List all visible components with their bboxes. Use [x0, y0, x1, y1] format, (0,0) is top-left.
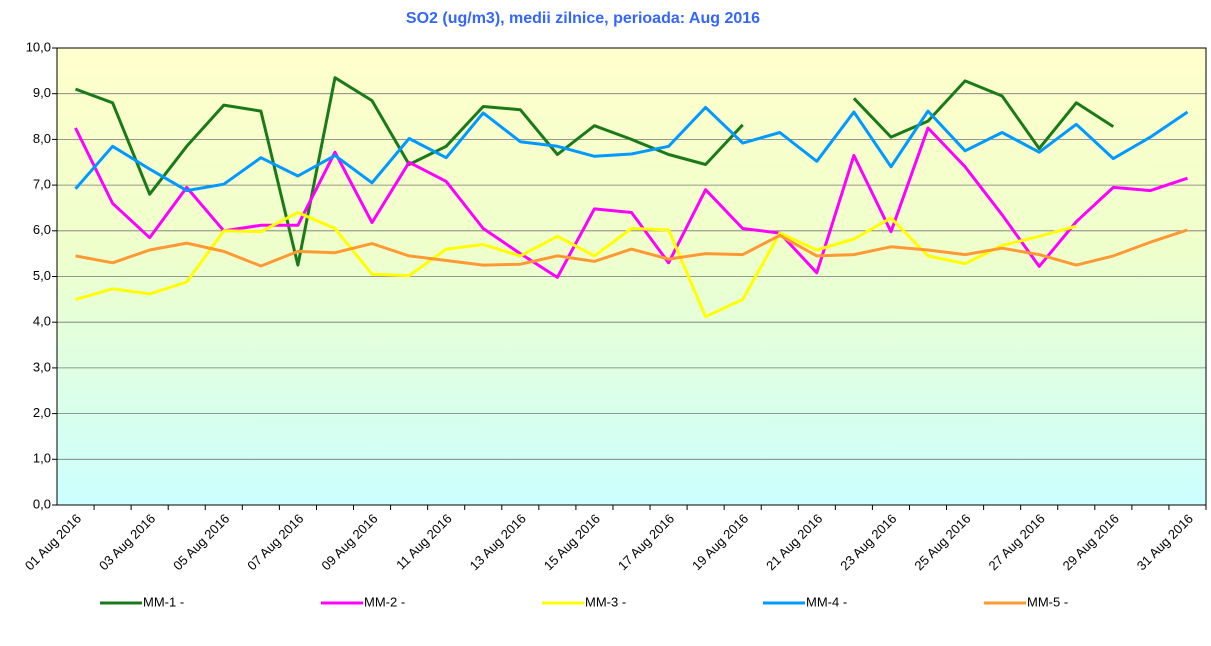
x-tick-label: 25 Aug 2016	[911, 511, 973, 573]
series-line	[75, 228, 1188, 268]
y-tick-label: 8,0	[33, 131, 51, 146]
x-tick-label: 11 Aug 2016	[393, 511, 455, 573]
legend-label: MM-3 -	[585, 594, 626, 609]
legend-label: MM-5 -	[1027, 594, 1068, 609]
y-tick-label: 1,0	[33, 451, 51, 466]
x-tick-label: 29 Aug 2016	[1060, 511, 1122, 573]
x-tick-label: 05 Aug 2016	[170, 511, 232, 573]
x-tick-label: 03 Aug 2016	[96, 511, 158, 573]
x-tick-label: 01 Aug 2016	[22, 511, 84, 573]
x-tick-label: 13 Aug 2016	[467, 511, 529, 573]
x-tick-label: 21 Aug 2016	[763, 511, 825, 573]
chart-title: SO2 (ug/m3), medii zilnice, perioada: Au…	[406, 10, 760, 27]
x-tick-label: 17 Aug 2016	[615, 511, 677, 573]
legend-label: MM-1 -	[143, 594, 184, 609]
y-tick-label: 2,0	[33, 405, 51, 420]
legend-label: MM-4 -	[806, 594, 847, 609]
plot-border	[56, 47, 1207, 506]
x-tick-label: 27 Aug 2016	[986, 511, 1048, 573]
series-line	[75, 211, 1077, 319]
series-line	[74, 126, 1188, 279]
x-tick-label: 07 Aug 2016	[244, 511, 306, 573]
y-tick-label: 7,0	[33, 177, 51, 192]
y-tick-label: 5,0	[33, 268, 51, 283]
x-tick-label: 23 Aug 2016	[837, 511, 899, 573]
x-tick-label: 31 Aug 2016	[1134, 511, 1196, 573]
x-tick-label: 19 Aug 2016	[689, 511, 751, 573]
y-tick-label: 10,0	[26, 39, 51, 54]
series-line	[74, 105, 1189, 193]
y-tick-label: 4,0	[33, 314, 51, 329]
x-tick-label: 09 Aug 2016	[318, 511, 380, 573]
legend-label: MM-2 -	[364, 594, 405, 609]
x-tick-label: 15 Aug 2016	[541, 511, 603, 573]
y-tick-label: 0,0	[33, 496, 51, 511]
y-tick-label: 3,0	[33, 359, 51, 374]
y-tick-label: 9,0	[33, 85, 51, 100]
y-tick-label: 6,0	[33, 222, 51, 237]
